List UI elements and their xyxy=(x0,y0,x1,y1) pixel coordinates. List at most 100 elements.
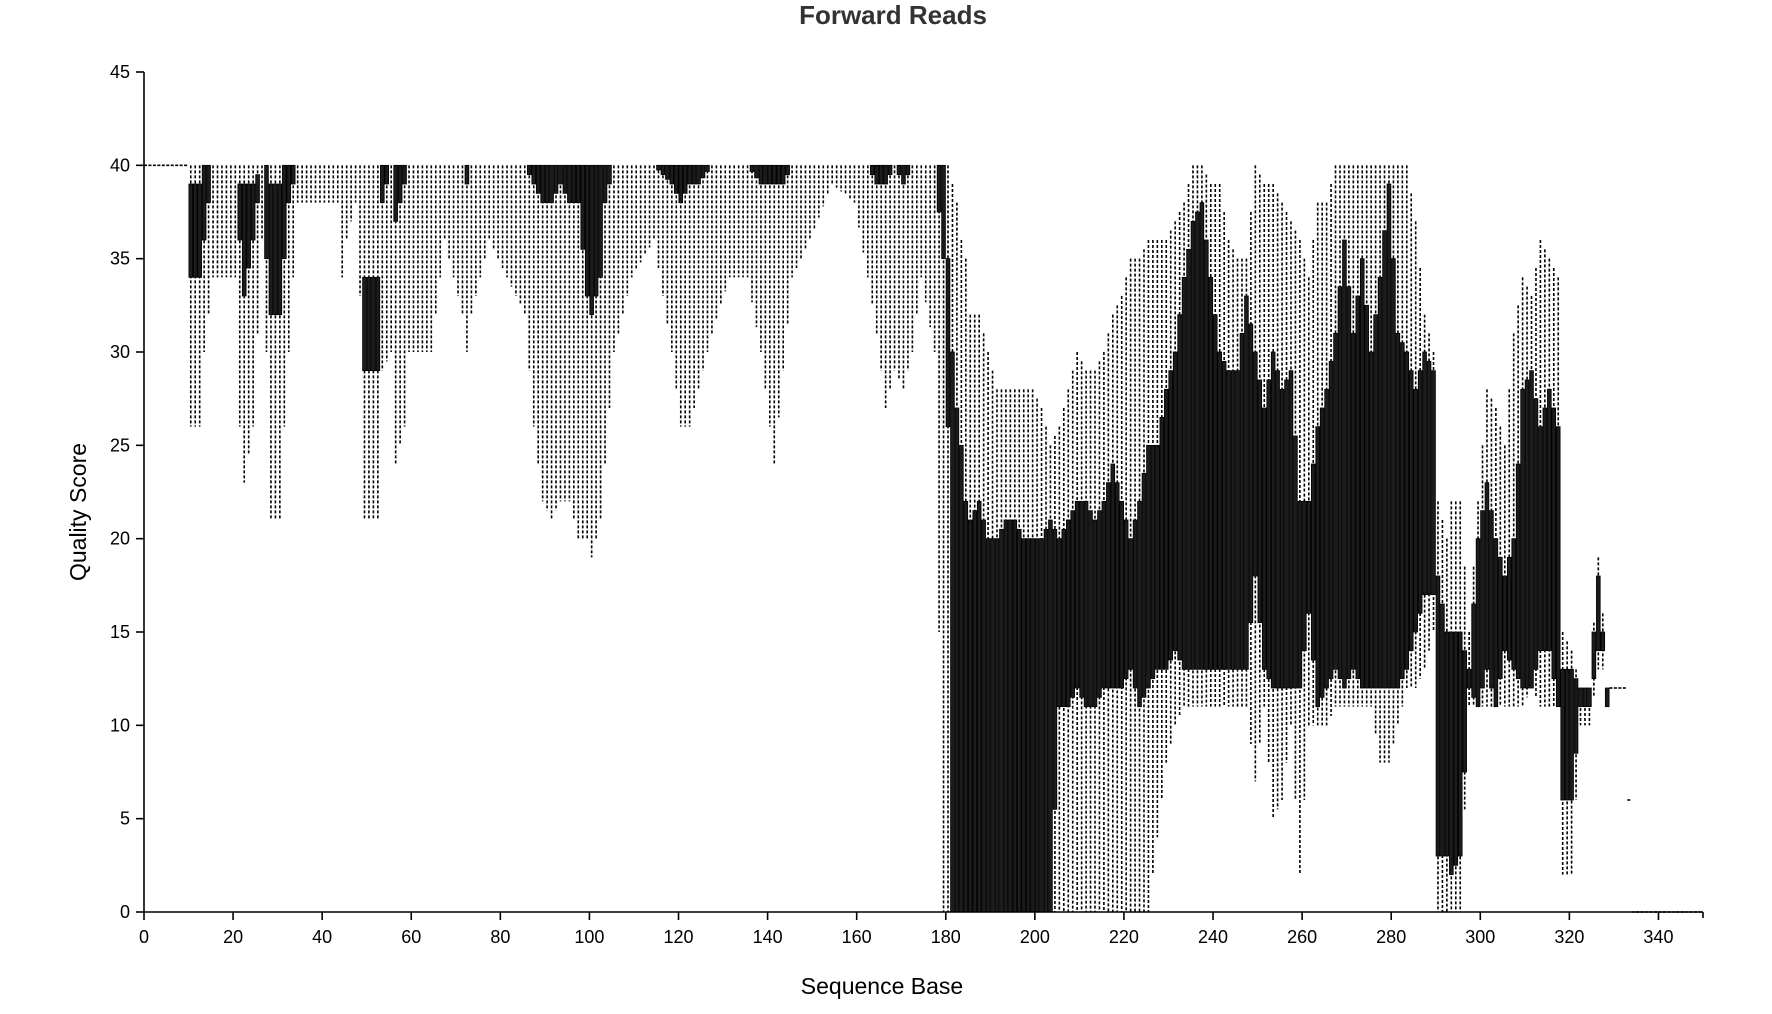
iqr-box xyxy=(874,164,880,185)
iqr-box xyxy=(540,164,545,204)
iqr-box xyxy=(976,500,982,913)
iqr-box xyxy=(1221,360,1227,670)
box-base-309 xyxy=(1515,305,1521,707)
iqr-box xyxy=(188,183,194,278)
x-tick-label: 260 xyxy=(1287,927,1317,947)
box-base-299 xyxy=(1471,566,1476,707)
iqr-box xyxy=(1039,538,1044,913)
iqr-box xyxy=(1123,519,1129,680)
iqr-box xyxy=(1226,370,1231,670)
iqr-box xyxy=(1560,668,1565,801)
box-base-298 xyxy=(1466,632,1472,707)
iqr-box xyxy=(1310,463,1316,661)
box-base-188 xyxy=(976,314,982,913)
iqr-box xyxy=(1293,435,1298,689)
iqr-box xyxy=(1146,444,1151,689)
iqr-box xyxy=(941,164,946,260)
box-base-121 xyxy=(678,164,684,427)
iqr-box xyxy=(1003,519,1009,913)
iqr-box xyxy=(1137,500,1142,708)
box-base-179 xyxy=(936,164,942,632)
iqr-box xyxy=(1016,528,1022,913)
y-tick-label: 40 xyxy=(110,155,130,175)
iqr-box xyxy=(366,276,372,372)
iqr-box xyxy=(1155,444,1160,670)
y-tick-label: 25 xyxy=(110,435,130,455)
iqr-box xyxy=(1114,482,1120,689)
iqr-box xyxy=(1404,351,1410,670)
iqr-box xyxy=(1551,407,1557,680)
box-base-320 xyxy=(1564,641,1570,875)
iqr-box xyxy=(264,164,269,260)
box-base-165 xyxy=(874,164,880,334)
box-base-228 xyxy=(1155,240,1160,838)
iqr-box xyxy=(1163,388,1169,670)
iqr-box xyxy=(362,276,367,372)
iqr-box xyxy=(1328,360,1334,680)
iqr-box xyxy=(1555,426,1561,708)
box-base-221 xyxy=(1123,277,1129,912)
iqr-box xyxy=(1542,407,1548,652)
box-base-211 xyxy=(1079,361,1084,912)
iqr-box xyxy=(558,164,563,185)
box-base-319 xyxy=(1560,632,1565,875)
box-base-291 xyxy=(1435,501,1441,912)
box-base-170 xyxy=(896,164,902,380)
iqr-box xyxy=(1128,538,1133,670)
iqr-box xyxy=(758,164,764,185)
box-base-255 xyxy=(1275,193,1280,810)
iqr-box xyxy=(1235,370,1240,670)
box-base-281 xyxy=(1391,165,1396,744)
box-base-97 xyxy=(571,164,577,520)
y-tick-label: 5 xyxy=(120,809,130,829)
iqr-box xyxy=(1106,482,1111,689)
iqr-box xyxy=(1489,510,1494,689)
box-base-322 xyxy=(1573,669,1579,800)
iqr-box xyxy=(959,444,964,913)
box-base-277 xyxy=(1373,165,1378,735)
box-base-120 xyxy=(674,164,679,390)
box-base-220 xyxy=(1119,296,1124,912)
iqr-box xyxy=(1034,538,1040,913)
box-base-235 xyxy=(1186,184,1191,707)
iqr-box xyxy=(1239,332,1245,670)
iqr-box xyxy=(1110,463,1116,689)
iqr-box xyxy=(1030,538,1035,913)
iqr-box xyxy=(286,164,292,204)
box-base-249 xyxy=(1248,212,1254,744)
box-base-241 xyxy=(1212,184,1218,707)
box-base-57 xyxy=(393,164,398,464)
iqr-box xyxy=(393,164,398,222)
iqr-box xyxy=(687,164,692,185)
iqr-box xyxy=(1391,258,1396,689)
iqr-box xyxy=(371,276,376,372)
iqr-box xyxy=(206,164,211,204)
box-base-307 xyxy=(1506,389,1512,707)
x-axis-label: Sequence Base xyxy=(801,973,963,999)
box-base-312 xyxy=(1529,296,1534,689)
box-base-239 xyxy=(1204,174,1209,707)
iqr-box xyxy=(1204,239,1209,670)
box-base-205 xyxy=(1052,436,1058,912)
iqr-box xyxy=(1306,500,1312,614)
box-base-124 xyxy=(691,164,697,408)
box-base-164 xyxy=(870,164,875,306)
iqr-box xyxy=(593,164,599,297)
iqr-box xyxy=(1520,388,1525,689)
box-base-271 xyxy=(1346,165,1352,707)
box-base-300 xyxy=(1475,501,1481,708)
box-base-263 xyxy=(1310,240,1316,726)
box-base-51 xyxy=(366,165,372,520)
iqr-box xyxy=(785,164,790,176)
box-base-198 xyxy=(1021,389,1026,913)
box-base-311 xyxy=(1524,286,1530,698)
box-base-294 xyxy=(1449,501,1454,912)
box-base-168 xyxy=(887,164,893,390)
box-base-250 xyxy=(1253,165,1258,782)
iqr-box xyxy=(1538,426,1543,652)
box-base-33 xyxy=(286,164,292,352)
box-series xyxy=(144,164,1703,913)
box-base-310 xyxy=(1520,277,1525,707)
box-base-195 xyxy=(1008,389,1013,913)
x-tick-label: 340 xyxy=(1643,927,1673,947)
